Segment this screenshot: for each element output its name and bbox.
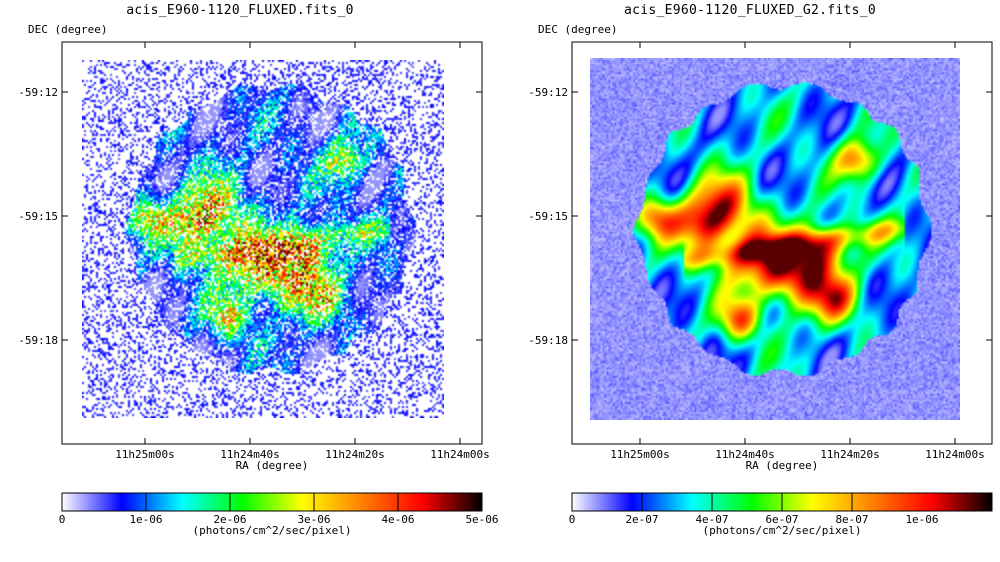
colorbar-tick-label: 0 <box>59 513 66 526</box>
colorbar-label: (photons/cm^2/sec/pixel) <box>192 524 352 537</box>
y-tick-label: -59:12 <box>528 86 568 99</box>
x-tick-label: 11h24m20s <box>820 448 880 461</box>
colorbar-label: (photons/cm^2/sec/pixel) <box>702 524 862 537</box>
colorbar-tick-label: 4e-07 <box>695 513 728 526</box>
chart-panel-smoothed: acis_E960-1120_FLUXED_G2.fits_0 DEC (deg… <box>510 0 1000 562</box>
xray-image-raw <box>82 60 444 418</box>
chart-title: acis_E960-1120_FLUXED_G2.fits_0 <box>624 3 876 18</box>
x-tick-label: 11h25m00s <box>115 448 175 461</box>
colorbar-tick-label: 4e-06 <box>381 513 414 526</box>
plot-frame <box>61 41 483 445</box>
colorbar-tick-label: 0 <box>569 513 576 526</box>
chart-panel-raw: acis_E960-1120_FLUXED.fits_0 DEC (degree… <box>18 3 499 537</box>
y-axis-label: DEC (degree) <box>538 23 618 36</box>
x-axis-label: RA (degree) <box>745 459 819 472</box>
chart-svg-raw: -59:12 -59:15 -59:18 11h25m00s 11h24m40s 11h… <box>18 41 499 526</box>
colorbar-tick-label: 8e-07 <box>835 513 868 526</box>
colorbar-tick-label: 2e-06 <box>213 513 246 526</box>
y-tick-label: -59:15 <box>528 210 568 223</box>
colorbar-tick-label: 2e-07 <box>625 513 658 526</box>
colorbar-tick-label: 3e-06 <box>297 513 330 526</box>
y-tick-label: -59:15 <box>18 210 58 223</box>
y-tick-label: -59:12 <box>18 86 58 99</box>
plot-frame <box>571 41 993 445</box>
colorbar <box>61 492 483 512</box>
colorbar-tick-label: 6e-07 <box>765 513 798 526</box>
y-tick-label: -59:18 <box>18 334 58 347</box>
x-tick-label: 11h24m20s <box>325 448 385 461</box>
y-tick-label: -59:18 <box>528 334 568 347</box>
chart-svg-smoothed: -59:12 -59:15 -59:18 11h25m00s 11h24m40s 11h… <box>528 41 993 526</box>
x-tick-label: 11h25m00s <box>610 448 670 461</box>
colorbar-tick-label: 5e-06 <box>465 513 498 526</box>
x-tick-label: 11h24m00s <box>925 448 985 461</box>
x-tick-label: 11h24m40s <box>220 448 280 461</box>
x-tick-label: 11h24m00s <box>430 448 490 461</box>
colorbar-tick-label: 1e-06 <box>905 513 938 526</box>
x-tick-label: 11h24m40s <box>715 448 775 461</box>
chart-title: acis_E960-1120_FLUXED.fits_0 <box>126 3 354 18</box>
x-axis-label: RA (degree) <box>235 459 309 472</box>
colorbar-tick-label: 1e-06 <box>129 513 162 526</box>
xray-image-smoothed <box>590 58 960 420</box>
y-axis-label: DEC (degree) <box>28 23 108 36</box>
